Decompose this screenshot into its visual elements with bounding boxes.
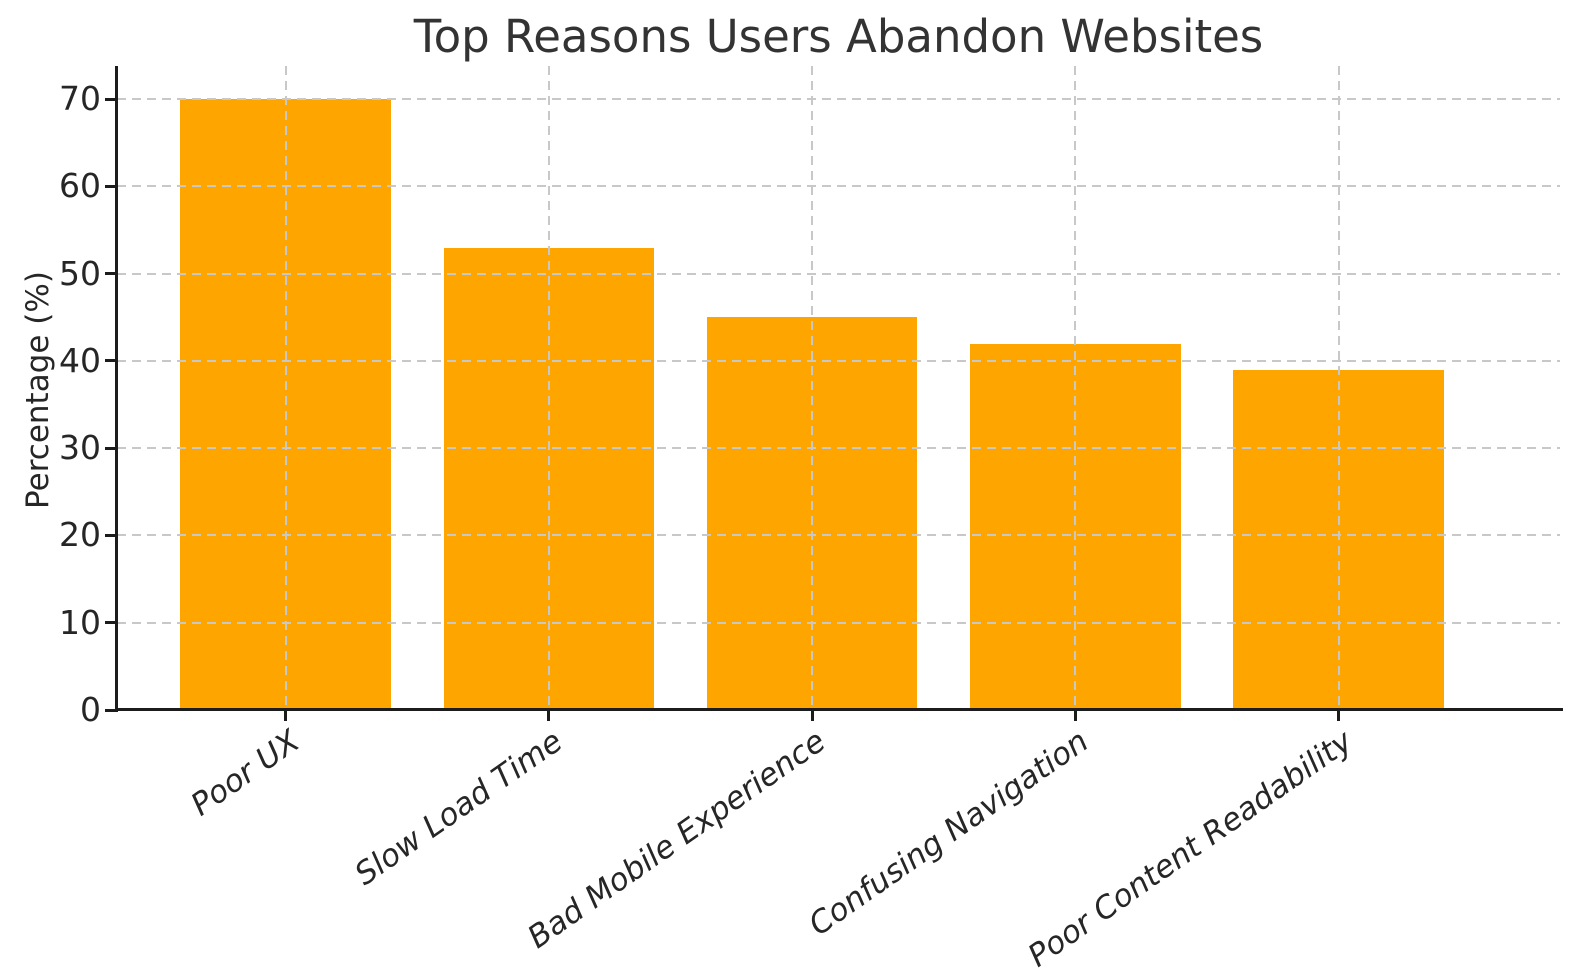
y-tick <box>105 272 115 276</box>
y-tick <box>105 533 115 537</box>
h-gridline <box>117 98 1560 101</box>
y-tick-label: 50 <box>59 253 101 293</box>
x-tick <box>1337 710 1341 721</box>
y-tick-label: 70 <box>59 79 101 119</box>
y-tick <box>105 621 115 625</box>
h-gridline <box>117 185 1560 188</box>
v-gridline <box>1074 66 1077 710</box>
y-tick <box>105 708 115 712</box>
x-axis-spine <box>115 708 1563 711</box>
chart-title: Top Reasons Users Abandon Websites <box>413 10 1264 63</box>
y-tick-label: 60 <box>59 166 101 206</box>
plot-area: 0 10 20 30 40 50 60 70 Poor UX Slow Load Time Bad … <box>59 66 1563 974</box>
v-gridline <box>547 66 550 710</box>
y-tick-label: 40 <box>59 340 101 380</box>
y-tick <box>105 359 115 363</box>
y-tick <box>105 184 115 188</box>
h-gridline <box>117 272 1560 275</box>
y-tick-label: 30 <box>59 428 101 468</box>
y-tick-label: 10 <box>59 602 101 642</box>
y-axis-spine <box>115 66 118 712</box>
x-tick <box>810 710 814 721</box>
y-tick-label: 0 <box>80 690 101 729</box>
v-gridline <box>284 66 287 710</box>
h-gridline <box>117 621 1560 624</box>
y-tick <box>105 446 115 450</box>
h-gridline <box>117 534 1560 537</box>
h-gridline <box>117 447 1560 450</box>
y-tick <box>105 97 115 101</box>
x-tick <box>284 710 288 721</box>
y-tick-label: 20 <box>59 515 101 555</box>
v-gridline <box>811 66 814 710</box>
x-tick <box>1073 710 1077 721</box>
x-tick <box>547 710 551 721</box>
v-gridline <box>1337 66 1340 710</box>
h-gridline <box>117 359 1560 362</box>
